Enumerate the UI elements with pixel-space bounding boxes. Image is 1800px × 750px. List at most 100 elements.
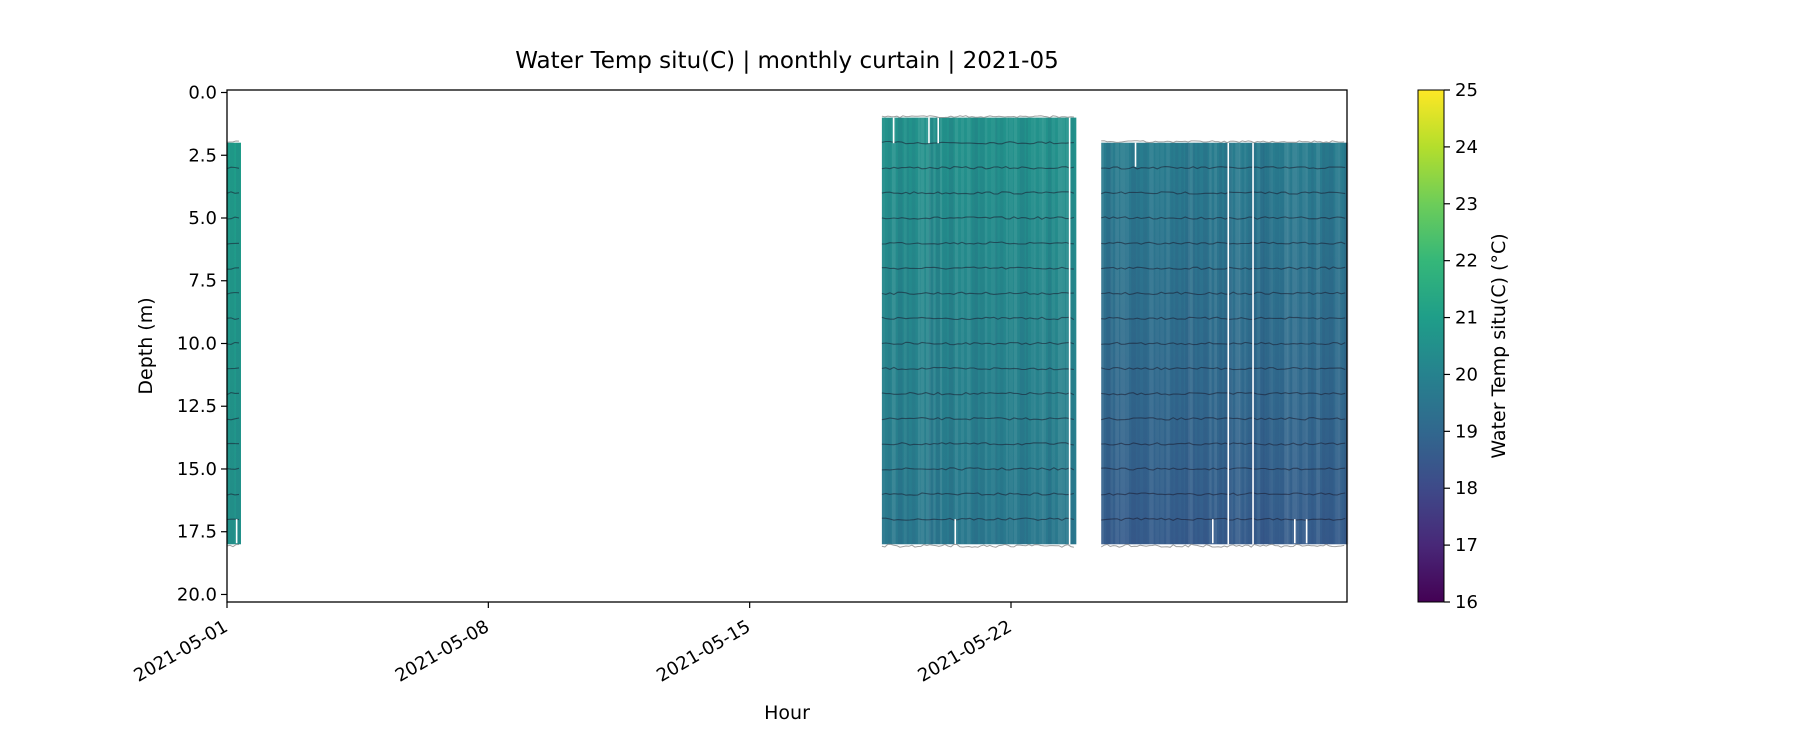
sensor-depth-line bbox=[1101, 467, 1346, 471]
sensor-depth-line bbox=[1101, 417, 1346, 421]
sensor-depth-line bbox=[226, 467, 240, 470]
texture-column bbox=[1041, 117, 1046, 545]
sensor-depth-line bbox=[881, 492, 1075, 496]
segment-top-edge bbox=[1101, 140, 1345, 144]
texture-column bbox=[990, 117, 996, 545]
texture-column bbox=[920, 117, 925, 545]
y-tick-label: 2.5 bbox=[188, 145, 217, 166]
colorbar-tick-label: 16 bbox=[1455, 592, 1478, 613]
sensor-depth-line bbox=[881, 341, 1075, 346]
texture-column bbox=[1197, 142, 1200, 545]
colorbar-tick-label: 21 bbox=[1455, 308, 1478, 329]
sensor-depth-line bbox=[881, 417, 1075, 421]
y-tick-label: 17.5 bbox=[177, 522, 217, 543]
texture-column bbox=[1143, 142, 1148, 545]
texture-column bbox=[1260, 142, 1265, 545]
sensor-depth-line bbox=[881, 216, 1075, 220]
sensor-depth-line bbox=[881, 191, 1075, 195]
y-tick-label: 10.0 bbox=[177, 333, 217, 354]
sensor-depth-line bbox=[226, 291, 240, 295]
plot-frame bbox=[226, 89, 1348, 603]
segment-bottom-edge bbox=[881, 543, 1074, 548]
texture-column bbox=[1019, 117, 1025, 545]
y-tick-label: 20.0 bbox=[177, 584, 217, 605]
sensor-depth-line bbox=[1101, 517, 1346, 522]
sensor-depth-line bbox=[881, 517, 1075, 521]
texture-column bbox=[974, 117, 978, 545]
texture-column bbox=[928, 117, 934, 545]
sensor-depth-line bbox=[881, 442, 1074, 446]
texture-column bbox=[1244, 142, 1247, 545]
curtain-segment bbox=[1100, 140, 1349, 548]
y-tick-label: 12.5 bbox=[177, 396, 217, 417]
texture-column bbox=[906, 117, 909, 545]
texture-column bbox=[1047, 117, 1052, 545]
texture-column bbox=[1106, 142, 1112, 545]
texture-column bbox=[917, 117, 921, 545]
texture-column bbox=[954, 117, 959, 545]
texture-column bbox=[971, 117, 975, 545]
texture-column bbox=[1115, 142, 1120, 545]
curtain-fill bbox=[881, 117, 1077, 545]
sensor-depth-line bbox=[226, 317, 240, 320]
x-axis: 2021-05-01 2021-05-08 2021-05-15 2021-05-22 bbox=[130, 602, 1016, 687]
texture-column bbox=[882, 118, 885, 545]
x-tick-label: 2021-05-15 bbox=[653, 616, 754, 686]
sensor-depth-line bbox=[1101, 492, 1346, 496]
texture-column bbox=[994, 117, 998, 545]
y-axis-label: Depth (m) bbox=[135, 297, 157, 394]
sensor-depth-line bbox=[226, 191, 240, 194]
sensor-depth-line bbox=[881, 291, 1074, 296]
texture-column bbox=[1325, 142, 1330, 545]
sensor-depth-line bbox=[1101, 166, 1346, 170]
y-tick-label: 0.0 bbox=[188, 83, 217, 104]
texture-column bbox=[1008, 117, 1014, 545]
segment-top-edge bbox=[881, 115, 1074, 119]
sensor-depth-line bbox=[226, 417, 240, 421]
sensor-depth-line bbox=[881, 166, 1075, 170]
texture-column bbox=[925, 117, 931, 545]
texture-column bbox=[1034, 118, 1036, 545]
chart-title: Water Temp situ(C) | monthly curtain | 2… bbox=[515, 48, 1058, 74]
sensor-depth-line bbox=[1101, 241, 1346, 245]
colorbar-tick-label: 17 bbox=[1455, 535, 1478, 556]
segment-bottom-edge bbox=[1100, 543, 1345, 548]
texture-column bbox=[1284, 142, 1289, 545]
sensor-depth-line bbox=[881, 316, 1075, 321]
sensor-depth-line bbox=[1101, 216, 1346, 220]
texture-column bbox=[1120, 142, 1126, 545]
sensor-depth-line bbox=[226, 392, 240, 396]
sensor-depth-line bbox=[881, 140, 1074, 145]
texture-column bbox=[1057, 117, 1063, 545]
sensor-depth-line bbox=[1101, 341, 1346, 346]
texture-column bbox=[1316, 142, 1321, 545]
sensor-depth-line bbox=[881, 366, 1074, 371]
sensor-depth-line bbox=[226, 367, 240, 370]
sensor-depth-line bbox=[226, 493, 240, 496]
texture-column bbox=[1005, 117, 1008, 545]
x-tick-label: 2021-05-08 bbox=[392, 616, 493, 686]
sensor-depth-line bbox=[1101, 266, 1346, 270]
texture-column bbox=[903, 117, 907, 545]
sensor-depth-line bbox=[226, 216, 240, 220]
texture-column bbox=[984, 117, 988, 545]
texture-column bbox=[948, 117, 954, 545]
texture-column bbox=[932, 117, 936, 545]
texture-column bbox=[943, 118, 947, 545]
texture-column bbox=[236, 142, 241, 545]
x-axis-label: Hour bbox=[764, 702, 810, 724]
sensor-depth-line bbox=[1101, 191, 1346, 195]
texture-column bbox=[897, 117, 903, 545]
texture-column bbox=[1227, 142, 1232, 545]
texture-column bbox=[966, 117, 971, 545]
colorbar-tick-label: 24 bbox=[1455, 137, 1478, 158]
curtain-segment bbox=[226, 140, 241, 548]
colorbar-tick-label: 20 bbox=[1455, 364, 1478, 385]
texture-column bbox=[911, 117, 916, 545]
texture-column bbox=[999, 117, 1004, 545]
sensor-depth-line bbox=[1101, 366, 1346, 371]
texture-column bbox=[888, 118, 891, 545]
curtain-segment bbox=[881, 115, 1077, 548]
